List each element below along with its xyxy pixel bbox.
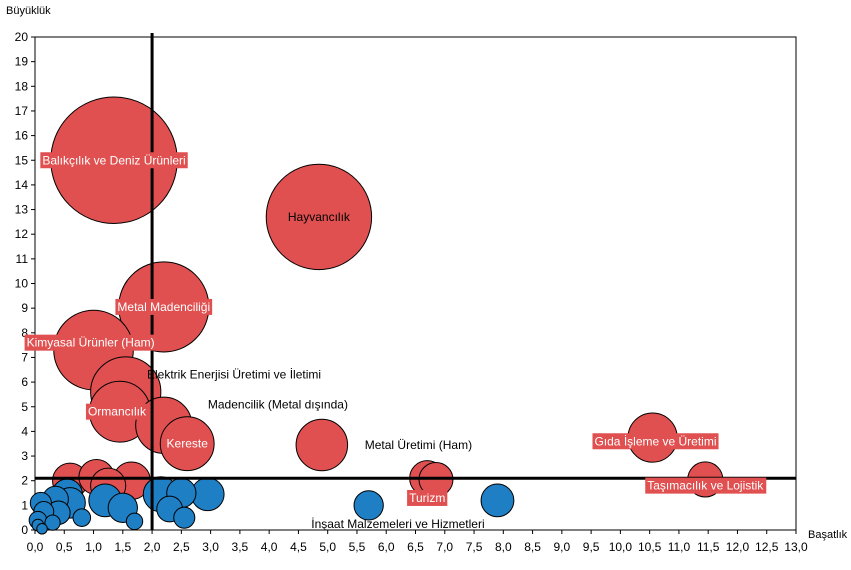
- x-tick-label: 13,0: [784, 540, 808, 554]
- bubble-label-text: Balıkçılık ve Deniz Ürünleri: [42, 153, 185, 167]
- y-tick-label: 11: [16, 252, 29, 266]
- bubble-label-box: [24, 334, 157, 351]
- bubble-label-box: [85, 403, 149, 420]
- bubble-label-text: Taşımacılık ve Lojistik: [647, 479, 764, 493]
- x-tick-label: 11,5: [697, 540, 720, 554]
- x-tick-label: 3,5: [232, 540, 249, 554]
- bubble-label-box: [40, 152, 188, 169]
- y-tick-label: 12: [15, 227, 29, 241]
- bubble-label-text: Metal Madenciliği: [117, 300, 210, 314]
- x-tick-label: 9,0: [554, 540, 571, 554]
- x-tick-label: 2,5: [173, 540, 190, 554]
- x-tick-label: 5,0: [319, 540, 336, 554]
- x-tick-label: 12,5: [755, 540, 779, 554]
- x-tick-label: 11,0: [668, 540, 691, 554]
- y-tick-label: 10: [15, 277, 29, 291]
- y-tick-label: 8: [21, 326, 28, 340]
- x-tick-label: 12,0: [726, 540, 750, 554]
- y-tick-label: 13: [15, 203, 29, 217]
- bubble-label-text: Gıda İşleme ve Üretimi: [594, 434, 716, 448]
- bubble-label: Kereste: [164, 435, 211, 452]
- x-tick-label: 4,5: [290, 540, 307, 554]
- bubble-label: Gıda İşleme ve Üretimi: [592, 433, 719, 450]
- x-tick-label: 0,0: [27, 540, 44, 554]
- x-tick-label: 6,5: [407, 540, 424, 554]
- y-tick-label: 4: [21, 424, 28, 438]
- y-tick-label: 17: [15, 104, 29, 118]
- x-tick-label: 7,0: [436, 540, 453, 554]
- y-tick-label: 0: [21, 523, 28, 537]
- x-tick-label: 10,0: [609, 540, 633, 554]
- bubble-other: [173, 506, 196, 529]
- x-tick-label: 8,0: [495, 540, 512, 554]
- bubble-label-text: Metal Üretimi (Ham): [365, 438, 472, 452]
- bubble-label-text: İnşaat Malzemeleri ve Hizmetleri: [311, 517, 484, 531]
- x-tick-label: 8,5: [524, 540, 541, 554]
- y-axis-title: Büyüklük: [6, 5, 51, 17]
- y-tick-label: 20: [15, 30, 29, 44]
- bubble-other: [36, 522, 48, 535]
- y-tick-label: 14: [15, 178, 29, 192]
- bubble-series: [28, 96, 724, 535]
- bubble-other: [72, 508, 92, 527]
- bubble-label: Hayvancılık: [288, 210, 351, 224]
- y-tick-label: 6: [21, 375, 28, 389]
- x-axis-title: Başatlık: [808, 529, 848, 541]
- x-tick-label: 3,0: [202, 540, 219, 554]
- bubble-label: Elektrik Enerjisi Üretimi ve İletimi: [147, 368, 321, 382]
- x-tick-label: 7,5: [466, 540, 483, 554]
- bubble-labels: Balıkçılık ve Deniz Ürünleri Hayvancılık M…: [24, 152, 767, 531]
- x-tick-label: 6,0: [378, 540, 395, 554]
- y-tick-label: 2: [21, 474, 28, 488]
- bubble-label-text: Madencilik (Metal dışında): [208, 397, 348, 411]
- bubble-label: Taşımacılık ve Lojistik: [645, 477, 767, 494]
- bubble-label-box: [592, 433, 719, 450]
- bubble-highlighted: [295, 418, 349, 472]
- x-tick-label: 0,5: [56, 540, 73, 554]
- bubble-other: [480, 483, 515, 518]
- x-tick-label: 1,5: [114, 540, 131, 554]
- bubble-label-box: [164, 435, 211, 452]
- x-tick-label: 10,5: [638, 540, 662, 554]
- y-tick-label: 15: [15, 153, 29, 167]
- bubble-label: İnşaat Malzemeleri ve Hizmetleri: [311, 517, 484, 531]
- bubble-label-text: Ormancılık: [88, 405, 147, 419]
- bubble-other: [125, 512, 144, 531]
- bubble-label: Ormancılık: [85, 403, 149, 420]
- y-tick-label: 18: [15, 79, 29, 93]
- bubble-label-box: [407, 489, 448, 506]
- y-tick-label: 1: [21, 498, 28, 512]
- bubble-label: Balıkçılık ve Deniz Ürünleri: [40, 152, 188, 169]
- bubble-label-text: Hayvancılık: [288, 210, 351, 224]
- bubble-label: Kimyasal Ürünler (Ham): [24, 334, 157, 351]
- x-tick-label: 4,0: [261, 540, 278, 554]
- bubble-label-box: [115, 298, 213, 315]
- bubble-other: [44, 514, 61, 531]
- bubble-label-text: Kimyasal Ürünler (Ham): [27, 336, 155, 350]
- y-tick-label: 5: [21, 400, 28, 414]
- y-tick-label: 9: [21, 301, 28, 315]
- bubble-label: Metal Madenciliği: [115, 298, 213, 315]
- y-tick-label: 7: [21, 350, 28, 364]
- bubble-label-text: Turizm: [409, 491, 445, 505]
- bubble-label: Metal Üretimi (Ham): [365, 438, 472, 452]
- x-axis-ticks: 0,0 0,5 1,0 1,5 2,0 2,5 3,0 3,5 4,0 4,5 5,0 5,5 6,0 6…: [27, 530, 808, 554]
- bubble-label: Turizm: [407, 489, 448, 506]
- bubble-other: [353, 490, 384, 521]
- x-tick-label: 1,0: [85, 540, 102, 554]
- y-tick-label: 16: [15, 129, 29, 143]
- x-tick-label: 5,5: [349, 540, 366, 554]
- x-tick-label: 9,5: [583, 540, 600, 554]
- x-tick-label: 2,0: [144, 540, 161, 554]
- y-tick-label: 3: [21, 449, 28, 463]
- bubble-label: Madencilik (Metal dışında): [208, 397, 348, 411]
- bubble-highlighted: [265, 163, 373, 271]
- bubble-label-text: Kereste: [167, 437, 209, 451]
- bubble-label-text: Elektrik Enerjisi Üretimi ve İletimi: [147, 368, 321, 382]
- y-tick-label: 19: [15, 55, 29, 69]
- bubble-label-box: [645, 477, 767, 494]
